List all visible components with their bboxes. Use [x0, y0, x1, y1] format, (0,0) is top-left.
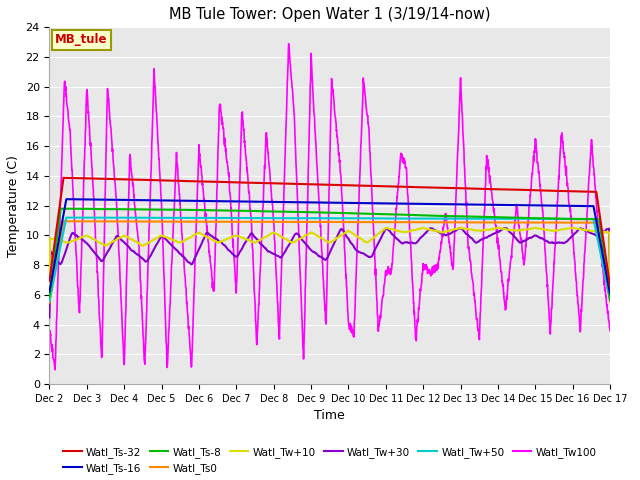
- Watl_Tw100: [319, 262, 326, 267]
- Watl_Tw+30: [318, 254, 326, 260]
- Watl_Tw+10: [606, 290, 614, 296]
- Watl_Tw+30: [74, 234, 82, 240]
- Watl_Ts0: [590, 220, 598, 226]
- Watl_Ts-32: [487, 186, 495, 192]
- Line: Watl_Ts-8: Watl_Ts-8: [49, 209, 610, 300]
- Legend: Watl_Ts-32, Watl_Ts-16, Watl_Ts-8, Watl_Ts0, Watl_Tw+10, Watl_Tw+30, Watl_Tw+50,: Watl_Ts-32, Watl_Ts-16, Watl_Ts-8, Watl_…: [59, 443, 601, 478]
- Watl_Tw100: [304, 195, 312, 201]
- Watl_Ts-8: [67, 206, 74, 212]
- Watl_Ts-8: [487, 214, 495, 220]
- Watl_Ts-32: [74, 175, 82, 181]
- Watl_Tw100: [591, 171, 598, 177]
- Watl_Ts-16: [487, 202, 495, 208]
- Watl_Ts-32: [319, 182, 326, 188]
- Watl_Tw+10: [487, 226, 495, 232]
- Watl_Ts-32: [45, 278, 53, 284]
- Watl_Ts-8: [319, 210, 326, 216]
- Line: Watl_Tw+50: Watl_Tw+50: [49, 217, 610, 301]
- Watl_Ts0: [62, 218, 70, 224]
- Watl_Tw+30: [45, 315, 53, 321]
- Watl_Tw100: [606, 328, 614, 334]
- Watl_Ts-8: [606, 297, 614, 303]
- Watl_Tw+10: [318, 236, 326, 241]
- Watl_Tw+30: [502, 225, 509, 231]
- Watl_Ts-32: [303, 181, 311, 187]
- Watl_Ts0: [487, 219, 495, 225]
- Watl_Ts-16: [303, 200, 311, 205]
- Watl_Tw+10: [590, 228, 598, 234]
- Watl_Ts-8: [303, 209, 311, 215]
- Watl_Tw+50: [74, 215, 82, 220]
- Watl_Tw+30: [606, 284, 614, 289]
- Watl_Tw+50: [487, 216, 495, 222]
- Watl_Tw+50: [319, 216, 326, 221]
- Watl_Ts0: [45, 300, 53, 305]
- Watl_Tw100: [488, 188, 495, 194]
- X-axis label: Time: Time: [314, 409, 345, 422]
- Watl_Tw+30: [487, 232, 495, 238]
- Watl_Ts-32: [606, 283, 614, 289]
- Watl_Ts-8: [45, 294, 53, 300]
- Watl_Ts-16: [606, 291, 614, 297]
- Watl_Tw+10: [303, 232, 311, 238]
- Watl_Ts-16: [74, 196, 82, 202]
- Watl_Tw+10: [74, 236, 82, 242]
- Watl_Tw100: [51, 367, 59, 372]
- Watl_Ts-16: [63, 196, 70, 202]
- Watl_Ts-8: [590, 216, 598, 222]
- Watl_Ts0: [606, 299, 614, 305]
- Title: MB Tule Tower: Open Water 1 (3/19/14-now): MB Tule Tower: Open Water 1 (3/19/14-now…: [169, 7, 490, 22]
- Watl_Ts-32: [590, 189, 598, 195]
- Watl_Tw+50: [303, 216, 311, 221]
- Watl_Tw+30: [590, 231, 598, 237]
- Y-axis label: Temperature (C): Temperature (C): [7, 155, 20, 257]
- Watl_Ts-16: [590, 206, 598, 212]
- Watl_Ts-16: [319, 200, 326, 205]
- Watl_Ts-8: [590, 216, 598, 222]
- Line: Watl_Tw+10: Watl_Tw+10: [49, 228, 610, 297]
- Line: Watl_Ts-16: Watl_Ts-16: [49, 199, 610, 294]
- Watl_Tw+10: [45, 294, 53, 300]
- Watl_Tw+10: [420, 225, 428, 230]
- Watl_Ts0: [319, 219, 326, 225]
- Line: Watl_Ts-32: Watl_Ts-32: [49, 178, 610, 286]
- Line: Watl_Tw+30: Watl_Tw+30: [49, 228, 610, 318]
- Line: Watl_Ts0: Watl_Ts0: [49, 221, 610, 302]
- Text: MB_tule: MB_tule: [55, 33, 108, 47]
- Watl_Tw100: [285, 41, 292, 47]
- Line: Watl_Tw100: Watl_Tw100: [49, 44, 610, 370]
- Watl_Tw+50: [590, 217, 598, 223]
- Watl_Tw100: [45, 330, 53, 336]
- Watl_Ts0: [303, 219, 311, 225]
- Watl_Ts-32: [60, 175, 67, 180]
- Watl_Tw+50: [45, 298, 53, 304]
- Watl_Tw100: [74, 295, 82, 301]
- Watl_Tw+50: [63, 215, 70, 220]
- Watl_Ts0: [590, 220, 598, 226]
- Watl_Tw+50: [590, 219, 598, 225]
- Watl_Tw+30: [303, 242, 311, 248]
- Watl_Ts-8: [74, 206, 82, 212]
- Watl_Ts-16: [590, 205, 598, 211]
- Watl_Ts0: [74, 218, 82, 224]
- Watl_Tw+30: [590, 231, 598, 237]
- Watl_Tw+10: [590, 228, 598, 234]
- Watl_Tw100: [590, 172, 598, 178]
- Watl_Tw+50: [606, 297, 614, 303]
- Watl_Ts-16: [45, 288, 53, 294]
- Watl_Ts-32: [590, 189, 598, 195]
